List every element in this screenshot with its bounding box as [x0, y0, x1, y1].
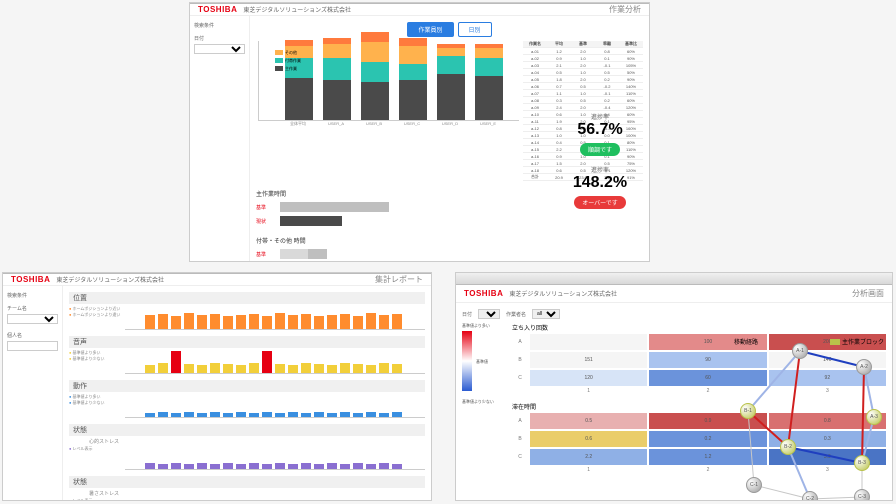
metric-value: 56.7%: [557, 121, 643, 139]
graph-node: B-3: [854, 455, 870, 471]
heat-cell: 120: [530, 370, 647, 386]
stacked-bar-chart: その他付帯作業主作業: [258, 41, 519, 121]
stacked-bar: [323, 38, 351, 120]
stacked-bar: [475, 44, 503, 120]
graph-node: A-3: [866, 409, 882, 425]
page-title: 作業分析: [609, 4, 641, 15]
graph-node: C-3: [854, 489, 870, 501]
panel-title: 状態: [69, 476, 425, 488]
person-input[interactable]: [7, 341, 58, 351]
team-select[interactable]: [7, 314, 58, 324]
heat-cell: [530, 334, 647, 350]
legend-mid: 基準値: [476, 359, 526, 365]
hbar1-title: 主作業時間: [256, 189, 436, 198]
brand-logo: TOSHIBA: [198, 5, 237, 14]
metric-label: 進捗率: [557, 165, 643, 174]
main-panel: 作業員別 日別 その他付帯作業主作業 全体平均USER_AUSER_BUSER_…: [250, 16, 649, 262]
team-label: チーム名: [7, 305, 58, 312]
search-cond-label: 検索条件: [194, 22, 245, 29]
graph-node: B-1: [740, 403, 756, 419]
window-work-analysis: TOSHIBA 東芝デジタルソリューションズ株式会社 作業分析 検索条件 日付 …: [189, 2, 650, 262]
date-select[interactable]: [478, 309, 500, 319]
heat-cell: 0.6: [530, 431, 647, 447]
search-cond-label: 検索条件: [7, 292, 58, 299]
status-pill: 順調です: [580, 143, 620, 156]
page-title: 分析画面: [852, 288, 884, 299]
window-report: TOSHIBA 東芝デジタルソリューションズ株式会社 集計レポート 検索条件 チ…: [2, 272, 432, 501]
window-analysis: TOSHIBA 東芝デジタルソリューションズ株式会社 分析画面 日付 作業者名 …: [455, 272, 893, 501]
panel-title: 音声: [69, 336, 425, 348]
brand-logo: TOSHIBA: [11, 275, 50, 284]
legend-bot: 基準値より少ない: [462, 399, 512, 405]
heat1-title: 立ち入り回数: [512, 323, 886, 332]
date-label: 日付: [462, 311, 472, 318]
tab-by-day[interactable]: 日別: [458, 22, 492, 37]
sidebar: 検索条件 チーム名 個人名: [3, 286, 63, 501]
report-panels: 位置● ホームポジションより近い● ホームポジションより遠い音声● 基準値より多…: [63, 286, 431, 501]
filters: 日付 作業者名 all: [462, 309, 886, 319]
brand-logo: TOSHIBA: [464, 289, 503, 298]
company-name: 東芝デジタルソリューションズ株式会社: [509, 289, 617, 298]
worker-select[interactable]: all: [532, 309, 560, 319]
heat-cell: 2.2: [530, 449, 647, 465]
tabs: 作業員別 日別: [256, 22, 643, 37]
graph-node: A-2: [856, 359, 872, 375]
legend-gradient: [462, 331, 472, 391]
date-select[interactable]: [194, 44, 245, 54]
movement-graph: 移動経路 主作業ブロック A-1A-2A-3B-1B-2B-3C-1C-2C-3: [734, 337, 884, 501]
stacked-bar: [437, 44, 465, 120]
person-label: 個人名: [7, 332, 58, 339]
stacked-bar: [399, 38, 427, 120]
tab-by-worker[interactable]: 作業員別: [407, 22, 453, 37]
heat-legend: 基準値より多い 基準値 基準値より少ない: [462, 323, 512, 473]
company-name: 東芝デジタルソリューションズ株式会社: [243, 5, 351, 14]
metric-label: 進捗率: [557, 112, 643, 121]
page-title: 集計レポート: [375, 274, 423, 285]
company-name: 東芝デジタルソリューションズ株式会社: [56, 275, 164, 284]
titlebar: [456, 273, 892, 285]
main-panel: 日付 作業者名 all 基準値より多い 基準値 基準値より少ない 立ち入り回数 …: [456, 303, 892, 500]
heat-cell: 0.5: [530, 413, 647, 429]
graph-node: C-1: [746, 477, 762, 493]
sidebar: 検索条件 日付: [190, 16, 250, 262]
date-label: 日付: [194, 35, 245, 42]
graph-node: A-1: [792, 343, 808, 359]
heat-cell: 151: [530, 352, 647, 368]
graph-node: C-2: [802, 491, 818, 501]
graph-node: B-2: [780, 439, 796, 455]
legend-top: 基準値より多い: [462, 323, 512, 329]
stacked-bar: [361, 32, 389, 120]
panel-subtitle: 暑さストレス: [89, 490, 425, 497]
panel-title: 位置: [69, 292, 425, 304]
worker-label: 作業者名: [506, 311, 526, 318]
header: TOSHIBA 東芝デジタルソリューションズ株式会社 分析画面: [456, 285, 892, 303]
panel-title: 状態: [69, 424, 425, 436]
panel-subtitle: 心的ストレス: [89, 438, 425, 445]
header: TOSHIBA 東芝デジタルソリューションズ株式会社 集計レポート: [3, 274, 431, 286]
header: TOSHIBA 東芝デジタルソリューションズ株式会社 作業分析: [190, 4, 649, 16]
status-pill: オーバーです: [574, 196, 626, 209]
metric-value: 148.2%: [557, 174, 643, 192]
panel-title: 動作: [69, 380, 425, 392]
hbar2-title: 付帯・その他 時間: [256, 236, 436, 245]
